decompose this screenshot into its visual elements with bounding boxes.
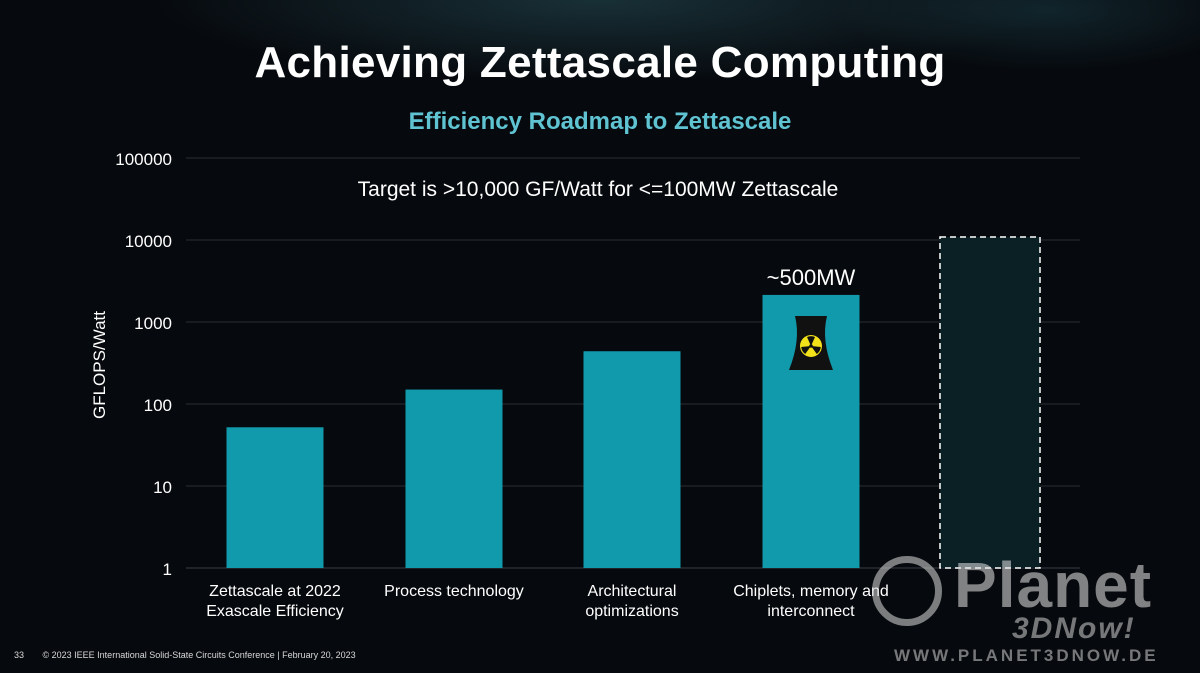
- x-category-label: optimizations: [585, 603, 678, 620]
- x-category-label: Zettascale at 2022: [209, 583, 341, 600]
- y-tick-label: 100000: [115, 150, 172, 169]
- x-category-label: Exascale Efficiency: [206, 603, 344, 620]
- chart-title: Efficiency Roadmap to Zettascale: [408, 108, 792, 135]
- y-tick-label: 1: [163, 560, 172, 579]
- watermark-brand: Planet: [954, 549, 1153, 621]
- target-annotation: Target is >10,000 GF/Watt for <=100MW Ze…: [358, 178, 839, 201]
- bar: [405, 389, 503, 568]
- page-number: 33: [14, 650, 25, 660]
- watermark-sub: 3DNow!: [1012, 612, 1136, 645]
- nuclear-plant-icon: [789, 316, 833, 370]
- target-bar-outline: [939, 236, 1041, 569]
- x-category-label: Architectural: [588, 583, 677, 600]
- y-tick-label: 100: [144, 396, 172, 415]
- y-tick-label: 10: [153, 478, 172, 497]
- watermark: Planet 3DNow! WWW.PLANET3DNOW.DE: [872, 549, 1192, 670]
- bar: [226, 427, 324, 568]
- x-category-label: Process technology: [384, 583, 524, 600]
- y-tick-label: 1000: [134, 314, 172, 333]
- y-tick-label: 10000: [125, 232, 172, 251]
- bar: [583, 351, 681, 568]
- slide-title: Achieving Zettascale Computing: [254, 38, 946, 87]
- watermark-logo-icon: [872, 556, 942, 626]
- x-category-label: interconnect: [767, 603, 855, 620]
- y-axis-label: GFLOPS/Watt: [90, 311, 109, 419]
- slide-footer: 33 © 2023 IEEE International Solid-State…: [14, 650, 356, 660]
- watermark-url: WWW.PLANET3DNOW.DE: [894, 646, 1159, 665]
- x-category-label: Chiplets, memory and: [733, 583, 889, 600]
- power-annotation: ~500MW: [767, 265, 856, 290]
- footer-text: © 2023 IEEE International Solid-State Ci…: [42, 650, 356, 660]
